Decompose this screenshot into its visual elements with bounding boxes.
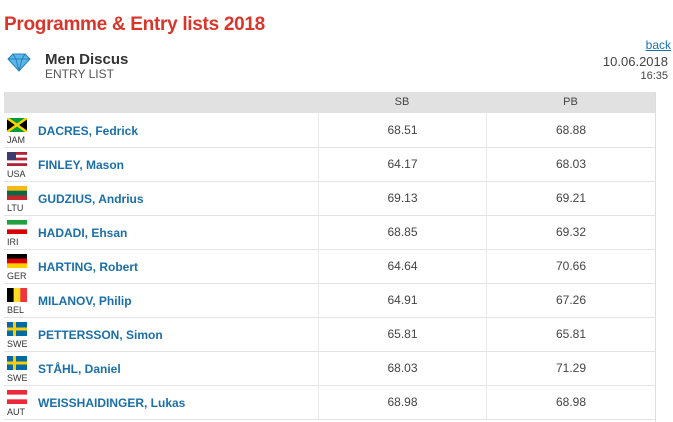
country-code: JAM bbox=[7, 135, 25, 145]
season-best: 65.81 bbox=[318, 317, 486, 351]
athlete-name[interactable]: HADADI, Ehsan bbox=[38, 226, 128, 240]
athlete-name[interactable]: DACRES, Fedrick bbox=[38, 124, 139, 138]
athlete-name[interactable]: STÅHL, Daniel bbox=[38, 362, 121, 376]
personal-best: 69.32 bbox=[486, 215, 655, 249]
flag bbox=[7, 390, 27, 404]
flag bbox=[7, 152, 27, 166]
season-best: 68.85 bbox=[318, 215, 486, 249]
season-best: 64.64 bbox=[318, 249, 486, 283]
flag bbox=[7, 288, 27, 302]
athlete-name[interactable]: FINLEY, Mason bbox=[38, 158, 125, 172]
table-row: LTU GUDZIUS, Andrius 69.13 69.21 bbox=[4, 181, 655, 216]
table-row: IRI HADADI, Ehsan 68.85 69.32 bbox=[4, 215, 655, 250]
table-header: SB PB bbox=[4, 92, 655, 113]
table-row: GER HARTING, Robert 64.64 70.66 bbox=[4, 249, 655, 284]
page-title: Programme & Entry lists 2018 bbox=[4, 14, 265, 35]
personal-best: 68.88 bbox=[486, 113, 655, 147]
athlete-name[interactable]: GUDZIUS, Andrius bbox=[38, 192, 144, 206]
athlete-name[interactable]: HARTING, Robert bbox=[38, 260, 138, 274]
back-link[interactable]: back bbox=[645, 38, 671, 52]
country-code: SWE bbox=[7, 373, 28, 383]
table-row: USA FINLEY, Mason 64.17 68.03 bbox=[4, 147, 655, 182]
personal-best: 71.29 bbox=[486, 351, 655, 385]
column-header: PB bbox=[563, 96, 578, 108]
personal-best: 70.66 bbox=[486, 249, 655, 283]
flag bbox=[7, 322, 27, 336]
table-edge bbox=[655, 92, 656, 422]
table-row: SWE PETTERSSON, Simon 65.81 65.81 bbox=[4, 317, 655, 352]
table-row: JAM DACRES, Fedrick 68.51 68.88 bbox=[4, 113, 655, 148]
event-subtitle: ENTRY LIST bbox=[45, 67, 114, 81]
country-code: GER bbox=[7, 271, 27, 281]
event-time: 16:35 bbox=[640, 70, 668, 82]
athlete-name[interactable]: WEISSHAIDINGER, Lukas bbox=[38, 396, 186, 410]
season-best: 69.13 bbox=[318, 181, 486, 215]
flag bbox=[7, 118, 27, 132]
season-best: 68.03 bbox=[318, 351, 486, 385]
event-name: Men Discus bbox=[45, 51, 129, 68]
country-code: AUT bbox=[7, 407, 25, 417]
athlete-name[interactable]: MILANOV, Philip bbox=[38, 294, 132, 308]
personal-best: 69.21 bbox=[486, 181, 655, 215]
season-best: 64.17 bbox=[318, 147, 486, 181]
country-code: SWE bbox=[7, 339, 28, 349]
personal-best: 68.03 bbox=[486, 147, 655, 181]
event-date: 10.06.2018 bbox=[602, 54, 668, 69]
personal-best: 68.98 bbox=[486, 385, 655, 419]
flag bbox=[7, 186, 27, 200]
athlete-name[interactable]: PETTERSSON, Simon bbox=[38, 328, 163, 342]
season-best: 68.51 bbox=[318, 113, 486, 147]
country-code: LTU bbox=[7, 203, 24, 213]
table-row: SWE STÅHL, Daniel 68.03 71.29 bbox=[4, 351, 655, 386]
table-row: AUT WEISSHAIDINGER, Lukas 68.98 68.98 bbox=[4, 385, 655, 420]
country-code: IRI bbox=[7, 237, 19, 247]
diamond-icon bbox=[7, 53, 31, 72]
flag bbox=[7, 356, 27, 370]
personal-best: 67.26 bbox=[486, 283, 655, 317]
flag bbox=[7, 220, 27, 234]
country-code: USA bbox=[7, 169, 26, 179]
flag bbox=[7, 254, 27, 268]
table-row: BEL MILANOV, Philip 64.91 67.26 bbox=[4, 283, 655, 318]
country-code: BEL bbox=[7, 305, 25, 315]
column-header: SB bbox=[394, 96, 410, 108]
personal-best: 65.81 bbox=[486, 317, 655, 351]
season-best: 68.98 bbox=[318, 385, 486, 419]
season-best: 64.91 bbox=[318, 283, 486, 317]
